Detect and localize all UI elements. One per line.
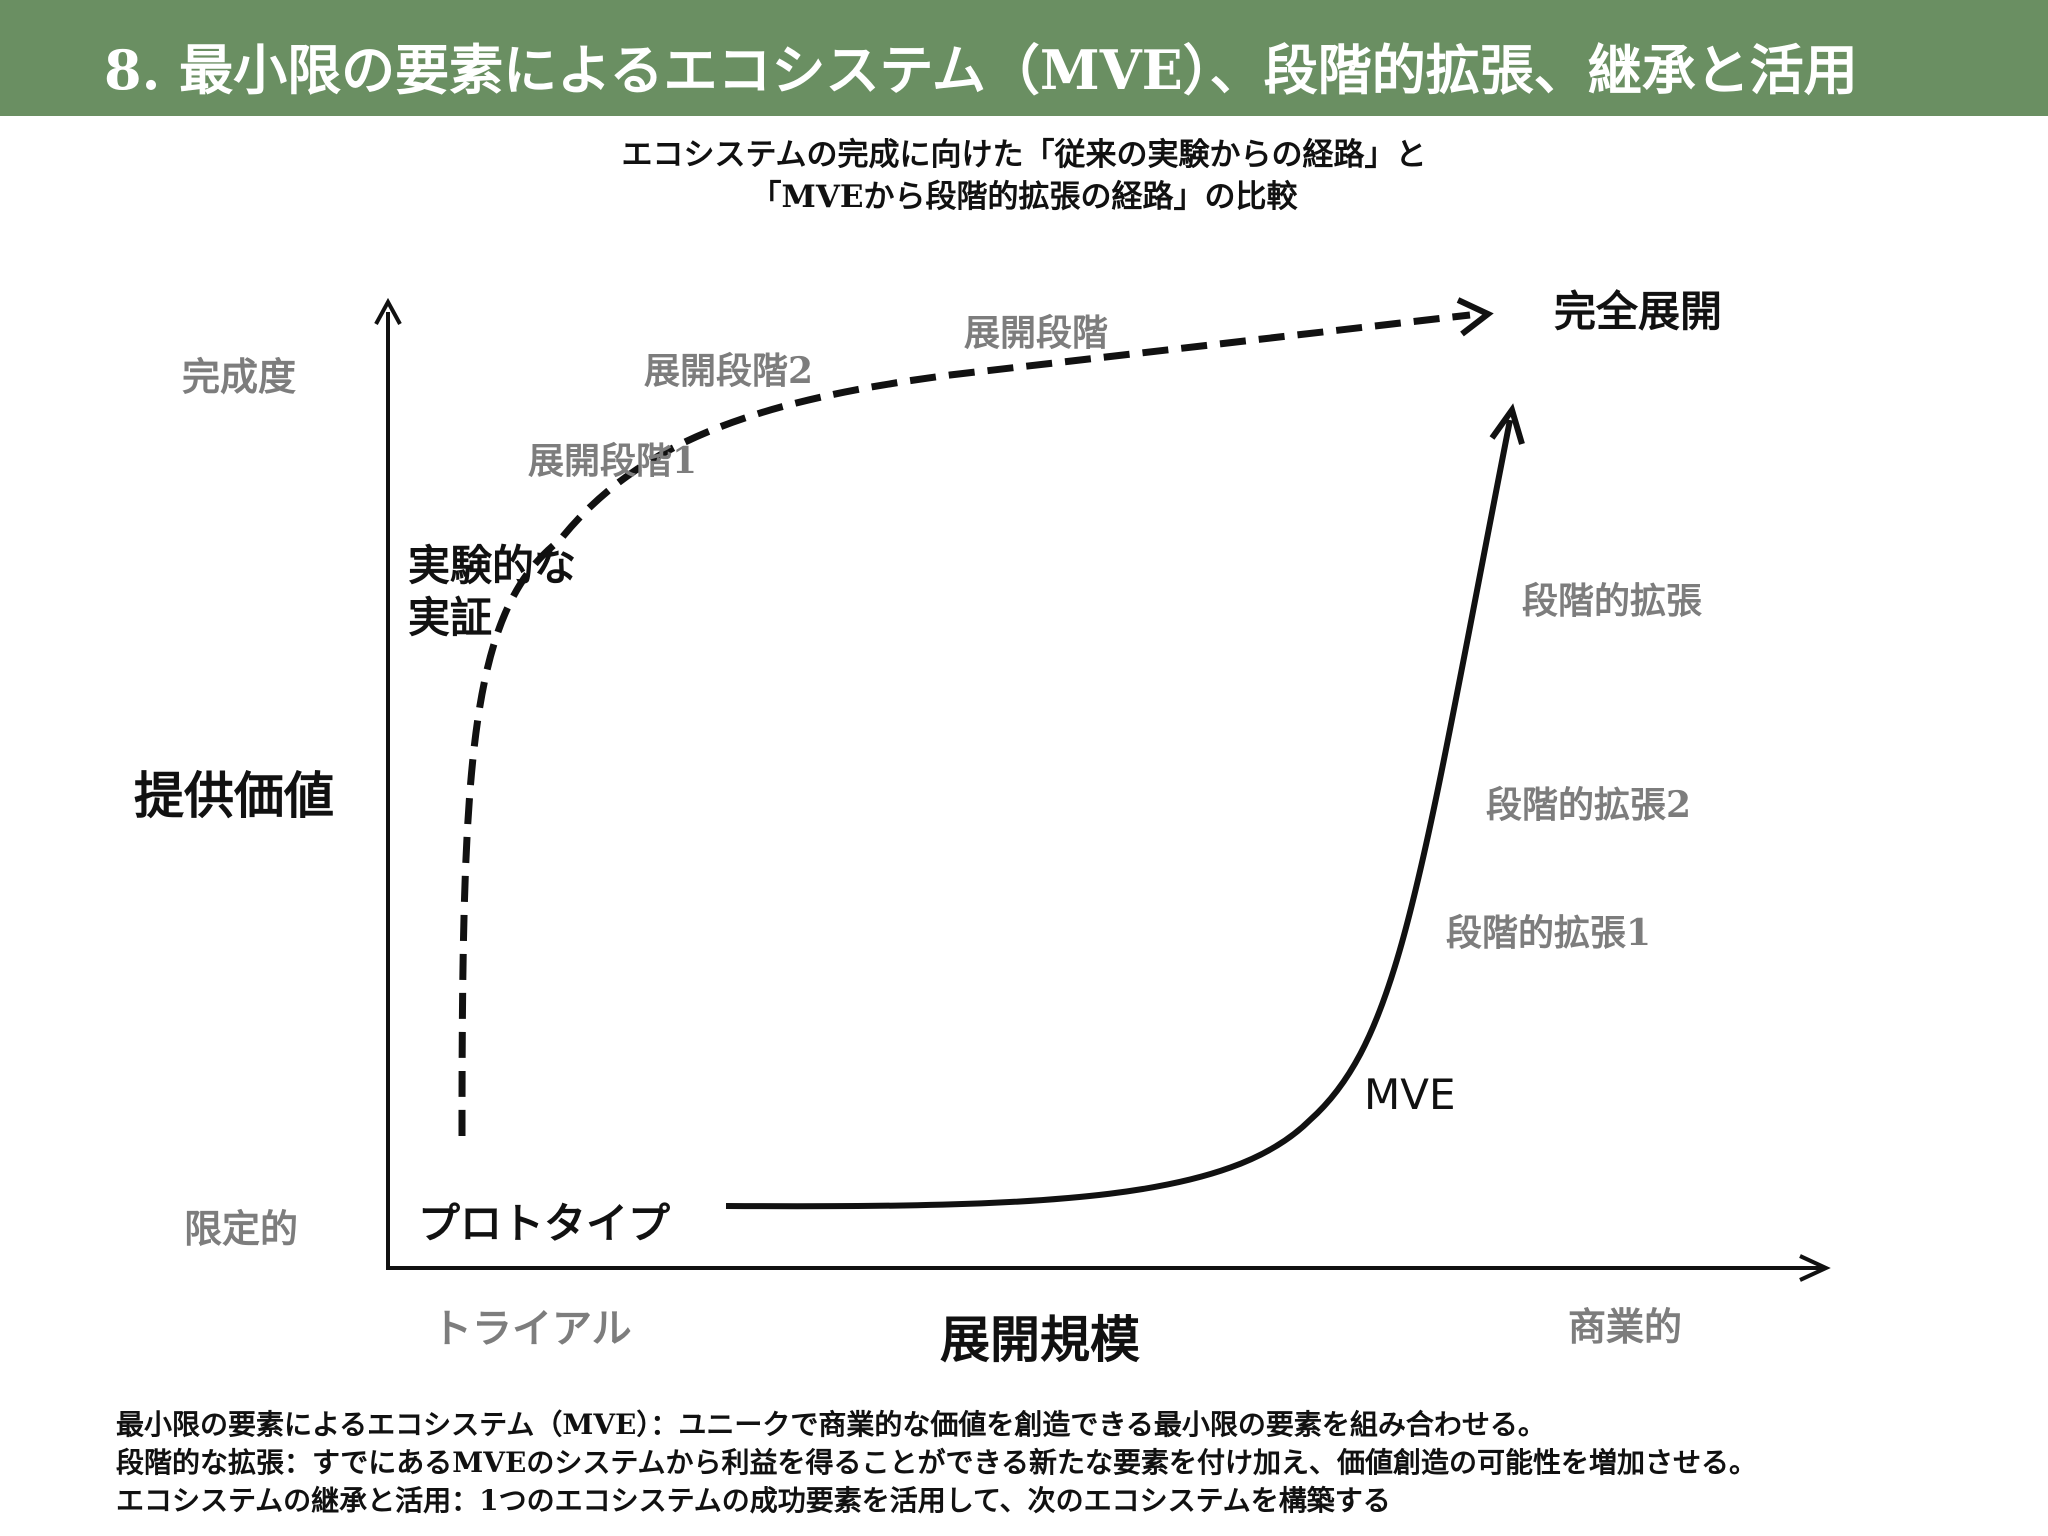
definition-mve: 最小限の要素によるエコシステム（MVE）：ユニークで商業的な価値を創造できる最小… — [116, 1408, 1546, 1441]
y-axis-top-label: 完成度 — [182, 354, 297, 399]
x-axis-arrowhead — [1799, 1254, 1831, 1282]
diagram-subtitle: エコシステムの完成に向けた「従来の実験からの経路」と 「MVEから段階的拡張の経… — [0, 134, 2048, 218]
traditional-path-curve — [458, 311, 1471, 1137]
incremental-stage-label: 段階的拡張 — [1522, 580, 1703, 622]
experimental-demo-label: 実験的な 実証 — [408, 540, 576, 644]
deploy-stage-2-label: 展開段階2 — [644, 350, 814, 392]
definition-incremental: 段階的な拡張：すでにあるMVEのシステムから利益を得ることができる新たな要素を付… — [116, 1446, 1757, 1479]
prototype-label: プロトタイプ — [418, 1199, 671, 1248]
definitions-footer: 最小限の要素によるエコシステム（MVE）：ユニークで商業的な価値を創造できる最小… — [116, 1406, 2016, 1520]
header-bar: 8. 最小限の要素によるエコシステム（MVE）、段階的拡張、継承と活用 — [0, 0, 2048, 116]
experimental-demo-line-1: 実験的な — [408, 541, 577, 590]
traditional-path-arrowhead — [1456, 297, 1494, 337]
subtitle-line-1: エコシステムの完成に向けた「従来の実験からの経路」と — [621, 137, 1427, 173]
page-title: 8. 最小限の要素によるエコシステム（MVE）、段階的拡張、継承と活用 — [104, 38, 1858, 102]
definition-inheritance: エコシステムの継承と活用：1つのエコシステムの成功要素を活用して、次のエコシステ… — [116, 1484, 1391, 1517]
y-axis-title: 提供価値 — [134, 766, 334, 825]
mve-path-curve — [725, 419, 1513, 1210]
incremental-stage-2-label: 段階的拡張2 — [1486, 784, 1692, 826]
x-axis-left-label: トライアル — [432, 1305, 632, 1352]
full-deployment-label: 完全展開 — [1554, 287, 1723, 336]
mve-path-arrowhead — [1489, 403, 1525, 445]
x-axis-title: 展開規模 — [940, 1310, 1140, 1369]
y-axis-arrowhead — [374, 297, 402, 325]
y-axis-bottom-label: 限定的 — [184, 1206, 299, 1251]
deploy-stage-label: 展開段階 — [964, 312, 1109, 354]
mve-label: MVE — [1364, 1070, 1456, 1119]
deploy-stage-1-label: 展開段階1 — [528, 440, 698, 482]
experimental-demo-line-2: 実証 — [408, 593, 493, 642]
subtitle-line-2: 「MVEから段階的拡張の経路」の比較 — [750, 179, 1298, 215]
x-axis-right-label: 商業的 — [1568, 1304, 1683, 1349]
incremental-stage-1-label: 段階的拡張1 — [1446, 912, 1652, 954]
